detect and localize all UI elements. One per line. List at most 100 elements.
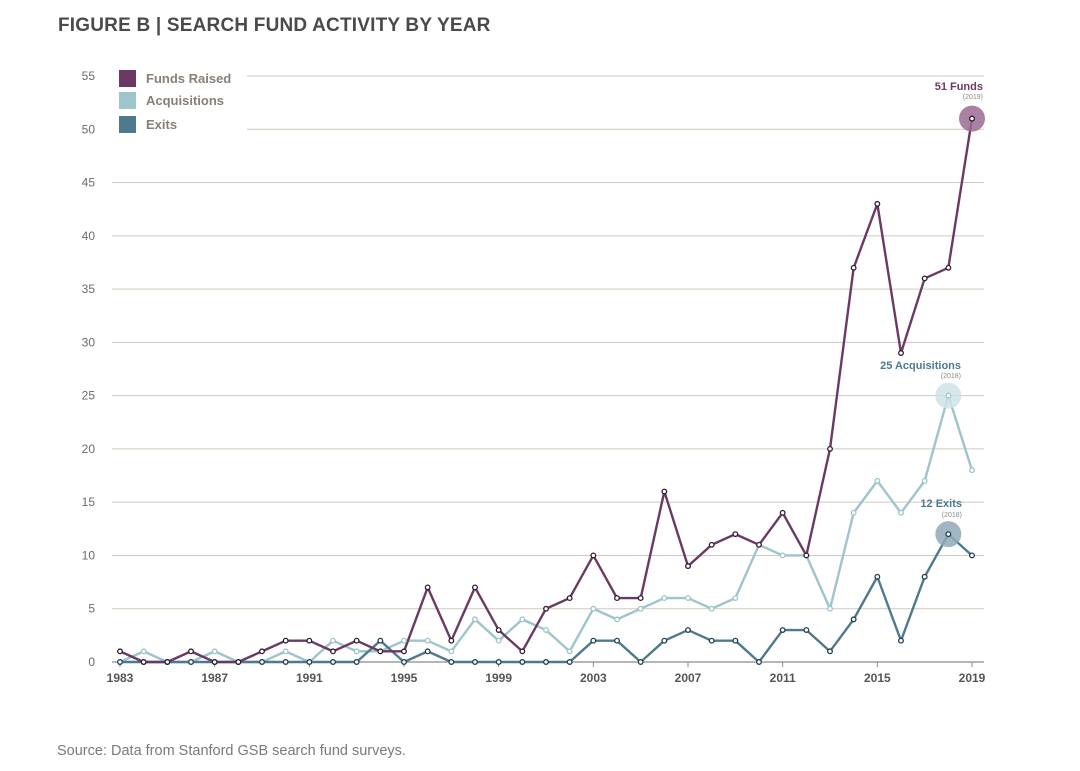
point-exits-1997: [448, 659, 455, 665]
point-funds-raised-2005: [637, 595, 644, 602]
point-acquisitions-2018: [945, 392, 952, 399]
annotation-sub-exits: (2018): [942, 512, 962, 519]
point-funds-raised-1989: [259, 648, 265, 655]
point-exits-2006: [661, 637, 668, 644]
x-tick-label-1987: 1987: [201, 671, 228, 685]
point-funds-raised-2008: [708, 541, 715, 548]
point-funds-raised-1987: [211, 659, 218, 665]
point-acquisitions-2008: [708, 605, 715, 612]
point-exits-1998: [472, 659, 478, 665]
point-exits-2011: [779, 627, 786, 633]
point-acquisitions-2004: [614, 616, 620, 623]
point-funds-raised-2016: [898, 350, 904, 356]
point-exits-2003: [590, 637, 597, 644]
point-acquisitions-2003: [590, 605, 597, 612]
series-lines: [119, 118, 974, 664]
x-tick-label-2007: 2007: [675, 671, 702, 685]
x-tick-label-1995: 1995: [391, 671, 418, 685]
annotation-sub-funds-raised: (2019): [963, 94, 983, 101]
point-funds-raised-2007: [685, 563, 691, 570]
point-funds-raised-1985: [164, 659, 171, 665]
x-tick-label-2003: 2003: [580, 671, 607, 685]
point-funds-raised-2013: [827, 445, 833, 452]
point-exits-2005: [637, 659, 644, 665]
point-funds-raised-2017: [921, 275, 928, 282]
y-tick-label-10: 10: [82, 548, 96, 562]
point-exits-1991: [306, 659, 313, 665]
legend-label-funds-raised: Funds Raised: [146, 71, 231, 86]
point-acquisitions-2001: [543, 627, 549, 633]
point-exits-2002: [566, 659, 573, 665]
legend-label-exits: Exits: [146, 117, 177, 132]
point-acquisitions-1997: [448, 648, 455, 655]
point-acquisitions-2015: [874, 477, 881, 484]
y-axis-ticks: 0 5 10 15 20 25 30 35 40 45 50 55: [82, 69, 96, 669]
point-funds-raised-2019: [969, 115, 975, 122]
point-acquisitions-2016: [898, 509, 904, 516]
gridlines: [112, 75, 984, 663]
point-exits-2008: [708, 637, 715, 644]
point-acquisitions-1990: [282, 648, 289, 655]
point-exits-2019: [969, 552, 975, 559]
legend-swatch-funds-raised: [119, 70, 136, 87]
point-acquisitions-2000: [519, 616, 526, 623]
point-exits-2000: [519, 659, 526, 665]
point-acquisitions-1996: [424, 637, 431, 644]
point-acquisitions-2006: [661, 595, 668, 602]
highlight-circles: [935, 105, 985, 548]
point-funds-raised-1990: [282, 637, 289, 644]
y-tick-label-5: 5: [88, 602, 95, 616]
point-acquisitions-2019: [969, 467, 975, 474]
x-tick-label-1983: 1983: [107, 671, 134, 685]
legend-label-acquisitions: Acquisitions: [146, 93, 224, 108]
x-axis-ticks: 1983 1987 1991 1995 1999 2003 2007 2011 2015 2019: [107, 662, 986, 685]
point-exits-2001: [543, 659, 549, 665]
point-acquisitions-2009: [732, 595, 739, 602]
data-points: [117, 115, 975, 665]
point-funds-raised-2000: [519, 648, 526, 655]
y-tick-label-40: 40: [82, 229, 96, 243]
point-acquisitions-1984: [140, 648, 147, 655]
annotation-sub-acquisitions: (2018): [941, 373, 961, 380]
point-funds-raised-2015: [874, 200, 881, 207]
point-exits-2015: [874, 573, 881, 580]
point-funds-raised-1992: [330, 648, 336, 655]
point-exits-2013: [827, 648, 833, 655]
point-exits-1986: [188, 659, 194, 665]
point-exits-1989: [259, 659, 265, 665]
point-acquisitions-2014: [850, 509, 857, 516]
point-exits-1994: [377, 637, 384, 644]
point-funds-raised-1995: [401, 648, 407, 655]
point-funds-raised-1983: [117, 648, 123, 655]
y-tick-label-20: 20: [82, 442, 96, 456]
point-funds-raised-2010: [756, 541, 762, 548]
point-funds-raised-1997: [448, 637, 455, 644]
y-tick-label-30: 30: [82, 335, 96, 349]
legend: Funds Raised Acquisitions Exits: [119, 70, 231, 133]
point-funds-raised-2009: [732, 531, 739, 538]
legend-swatch-acquisitions: [119, 92, 136, 109]
annotation-acquisitions: 25 Acquisitions: [880, 360, 961, 372]
point-exits-2018: [945, 531, 952, 538]
point-funds-raised-2001: [543, 605, 549, 612]
point-exits-2004: [614, 637, 620, 644]
point-exits-1983: [117, 659, 123, 665]
point-funds-raised-1999: [495, 627, 502, 633]
point-acquisitions-2005: [637, 605, 644, 612]
source-note: Source: Data from Stanford GSB search fu…: [57, 743, 406, 759]
y-tick-label-35: 35: [82, 282, 96, 296]
y-tick-label-25: 25: [82, 389, 96, 403]
point-acquisitions-1995: [401, 637, 407, 644]
point-acquisitions-2011: [779, 552, 786, 559]
point-exits-2009: [732, 637, 739, 644]
point-exits-1995: [401, 659, 407, 665]
x-tick-label-2019: 2019: [959, 671, 986, 685]
point-exits-2012: [803, 627, 810, 633]
point-acquisitions-1993: [353, 648, 360, 655]
point-funds-raised-2011: [779, 509, 786, 516]
point-acquisitions-1992: [330, 637, 336, 644]
point-exits-1990: [282, 659, 289, 665]
x-tick-label-1991: 1991: [296, 671, 323, 685]
annotation-funds-raised: 51 Funds: [935, 81, 983, 93]
